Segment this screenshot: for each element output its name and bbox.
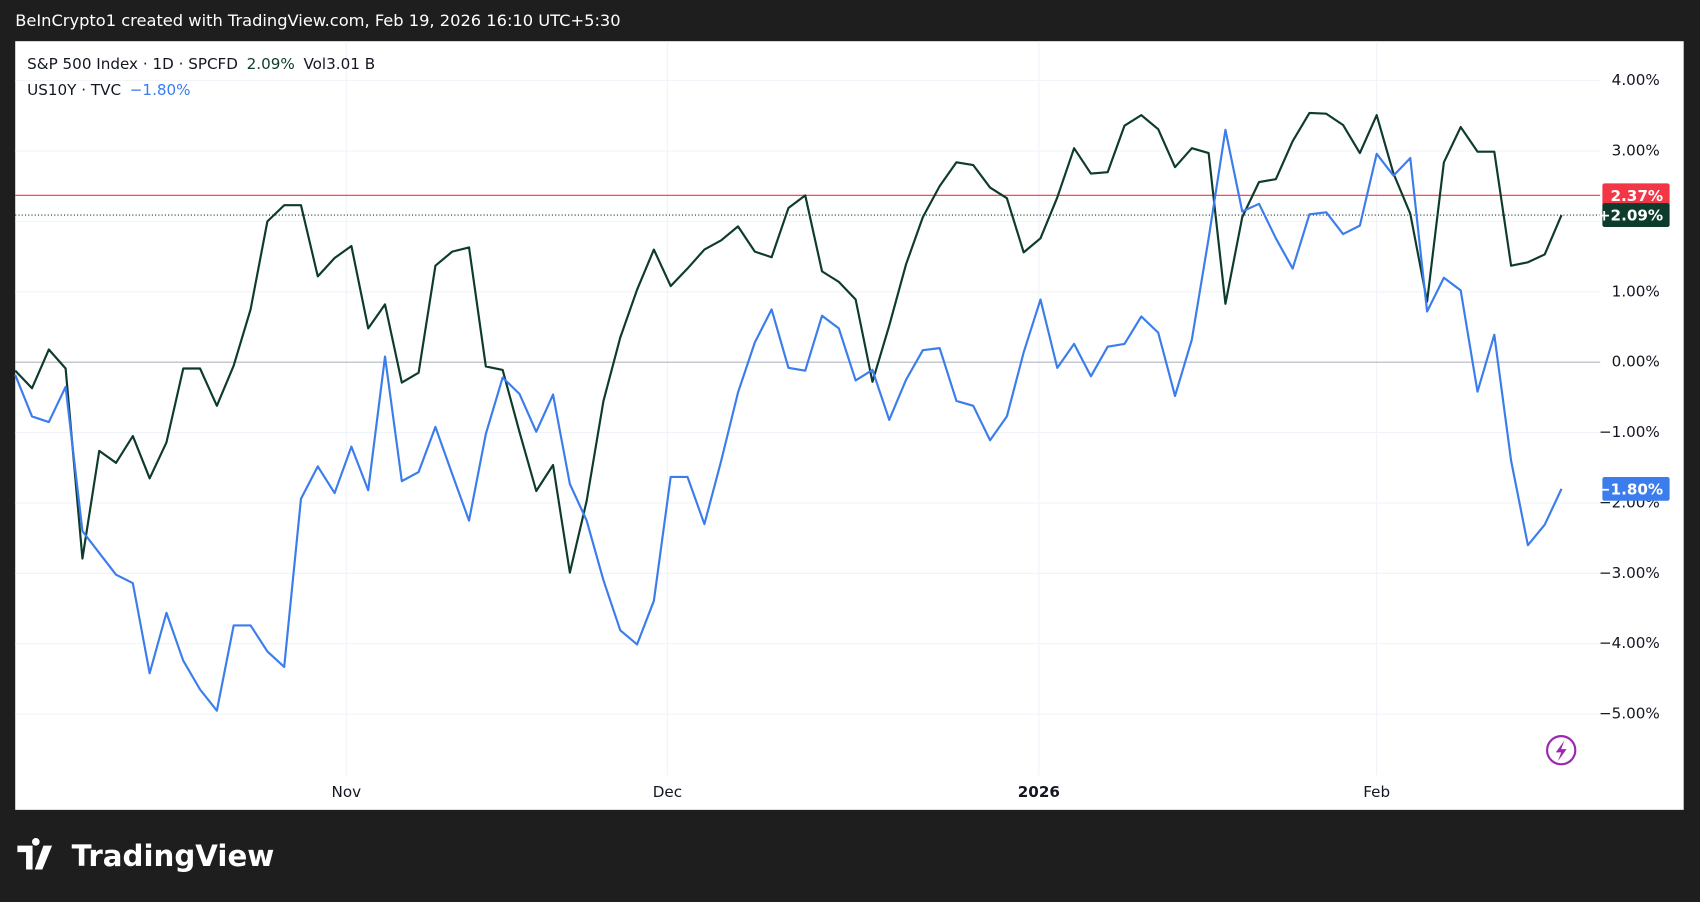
- legend-name: US10Y · TVC: [27, 80, 121, 98]
- x-tick-label: Feb: [1363, 783, 1390, 801]
- header: BeInCrypto1 created with TradingView.com…: [15, 11, 620, 30]
- price-badge: [1602, 476, 1670, 501]
- y-tick-label: −5.00%: [1599, 705, 1660, 723]
- y-tick-label: 4.00%: [1612, 71, 1660, 89]
- footer-brand: TradingView: [72, 839, 275, 873]
- legend-volume: Vol3.01 B: [303, 54, 375, 72]
- legend-entry: S&P 500 Index · 1D · SPCFD 2.09% Vol3.01 B: [27, 54, 375, 72]
- legend-entry: US10Y · TVC −1.80%: [27, 80, 190, 98]
- y-tick-label: −1.00%: [1599, 423, 1660, 441]
- legend-change: −1.80%: [130, 80, 191, 98]
- legend-change: 2.09%: [247, 54, 295, 72]
- y-tick-label: 3.00%: [1612, 142, 1660, 160]
- price-badge-label: −1.80%: [1598, 480, 1663, 498]
- price-badge-label: +2.09%: [1598, 207, 1663, 225]
- y-tick-label: 1.00%: [1612, 282, 1660, 300]
- alert-icon: [1546, 735, 1577, 766]
- chart-panel: [15, 41, 1684, 810]
- x-tick-label: Dec: [653, 783, 682, 801]
- x-tick-label: Nov: [332, 783, 362, 801]
- price-badge-label: 2.37%: [1611, 187, 1664, 205]
- legend-name: S&P 500 Index · 1D · SPCFD: [27, 54, 238, 72]
- y-tick-label: −4.00%: [1599, 634, 1660, 652]
- series-line: [14, 128, 1563, 712]
- y-tick-label: 0.00%: [1612, 353, 1660, 371]
- logo: [17, 838, 53, 870]
- price-badge: [1602, 203, 1670, 227]
- series-line: [14, 111, 1563, 574]
- price-badge: [1602, 183, 1670, 208]
- x-tick-label: 2026: [1018, 783, 1060, 801]
- y-tick-label: −3.00%: [1599, 564, 1660, 582]
